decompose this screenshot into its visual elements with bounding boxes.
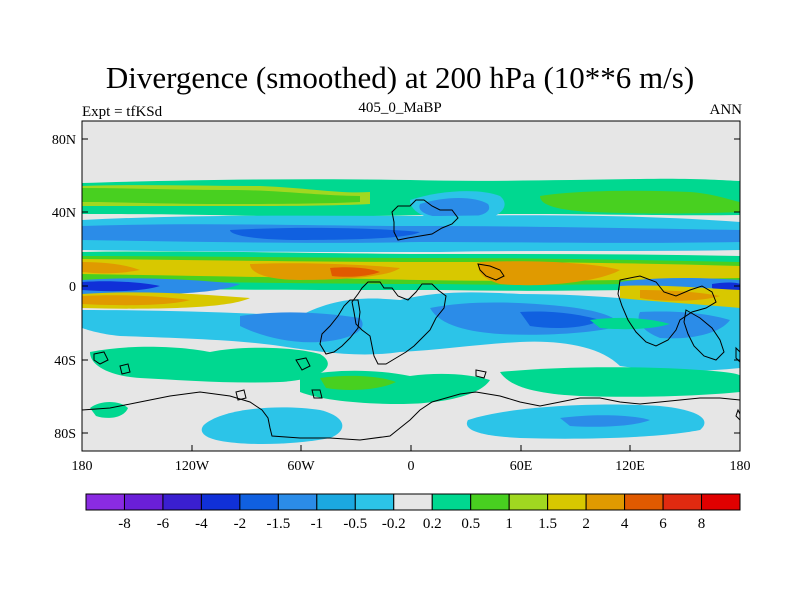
- field-south-blue: [240, 302, 730, 343]
- lon-tick-label: 60W: [287, 459, 315, 474]
- colorbar-label: -1.5: [266, 516, 290, 532]
- colorbar-swatch: [508, 493, 549, 511]
- outline-australia-east: [683, 309, 725, 361]
- colorbar-label: 8: [698, 516, 706, 532]
- lon-tick-label: 180: [72, 459, 93, 474]
- lon-tick-label: 180: [730, 459, 751, 474]
- field-sh-green-east: [500, 367, 740, 397]
- colorbar-label: 1: [505, 516, 513, 532]
- colorbar-label: -2: [234, 516, 247, 532]
- lon-tick-label: 120E: [615, 459, 645, 474]
- colorbar-swatch: [85, 493, 125, 511]
- field-nh-blue-east: [419, 198, 490, 218]
- colorbar-label: -4: [195, 516, 208, 532]
- colorbar-swatch: [200, 493, 241, 511]
- colorbar-label: -8: [118, 516, 131, 532]
- lat-tick-label: 40S: [54, 354, 76, 369]
- lon-axis: [81, 445, 741, 451]
- lon-tick-label: 60E: [510, 459, 533, 474]
- lat-tick-label: 40N: [52, 206, 76, 221]
- colorbar-swatch: [624, 493, 664, 511]
- field-south-tropics-orange: [82, 290, 720, 306]
- lon-tick-label: 120W: [175, 459, 210, 474]
- outline-arabia: [477, 263, 505, 281]
- land-outlines: [82, 199, 740, 441]
- colorbar-swatch: [431, 493, 472, 511]
- colorbar-swatch: [354, 493, 395, 511]
- colorbar-label: -1: [311, 516, 324, 532]
- field-sh-green-far: [90, 317, 670, 418]
- lat-axis: [82, 138, 740, 434]
- lat-tick-label: 80N: [52, 133, 76, 148]
- field-south-darkblue: [520, 311, 600, 328]
- colorbar-label: -6: [157, 516, 170, 532]
- outline-africa: [351, 281, 447, 365]
- colorbar-swatch: [123, 493, 164, 511]
- colorbar-label: 4: [621, 516, 629, 532]
- outline-south-america: [319, 299, 361, 355]
- colorbar-label: 2: [582, 516, 590, 532]
- colorbar-swatch: [662, 493, 703, 511]
- colorbar-swatch: [547, 493, 587, 511]
- field-nh-green-east: [540, 190, 740, 214]
- outline-sh-island-west: [93, 351, 131, 375]
- field-south-tropics-yellow: [82, 285, 740, 312]
- colorbar-label: 6: [659, 516, 667, 532]
- colorbar-swatch: [239, 493, 279, 511]
- lat-tick-label: 0: [69, 280, 76, 295]
- field-subtropical-darkblue: [230, 227, 420, 240]
- case-label: 405_0_MaBP: [358, 100, 442, 116]
- season-label: ANN: [709, 102, 743, 118]
- outline-sh-island-south: [235, 389, 323, 401]
- field-equatorial-red: [330, 267, 380, 277]
- outline-antarctica: [82, 391, 740, 441]
- lon-tick-label: 0: [408, 459, 415, 474]
- colorbar-swatch: [316, 493, 356, 511]
- experiment-label: Expt = tfKSd: [82, 104, 163, 120]
- colorbar-label: 0.5: [461, 516, 480, 532]
- colorbar-swatch: [470, 493, 510, 511]
- plot-title: Divergence (smoothed) at 200 hPa (10**6 …: [105, 60, 695, 95]
- contour-fields: [82, 178, 740, 444]
- field-sh-green-west: [90, 346, 328, 383]
- field-antarctic-blue-east: [560, 415, 650, 427]
- field-nh-lime: [82, 188, 360, 204]
- colorbar-swatch: [585, 493, 626, 511]
- colorbar: -8 -6 -4 -2 -1.5 -1 -0.5 -0.2 0.2 0.5 1 1.5 2 4 6 8: [85, 493, 741, 532]
- colorbar-swatch: [277, 493, 318, 511]
- field-sh-lime-mid: [320, 375, 396, 390]
- outline-sh-island-mid: [295, 357, 487, 379]
- colorbar-label: 1.5: [538, 516, 557, 532]
- colorbar-label: 0.2: [423, 516, 442, 532]
- colorbar-label: -0.2: [382, 516, 406, 532]
- colorbar-swatch: [393, 493, 433, 511]
- outline-new-zealand: [735, 346, 740, 421]
- lat-tick-label: 80S: [54, 427, 76, 442]
- field-antarctic-cyan-west: [201, 407, 343, 444]
- colorbar-label: -0.5: [343, 516, 367, 532]
- colorbar-swatch: [701, 493, 741, 511]
- colorbar-swatch: [162, 493, 202, 511]
- outline-south-asia-australia: [617, 275, 717, 347]
- outline-europe-asia: [391, 199, 459, 241]
